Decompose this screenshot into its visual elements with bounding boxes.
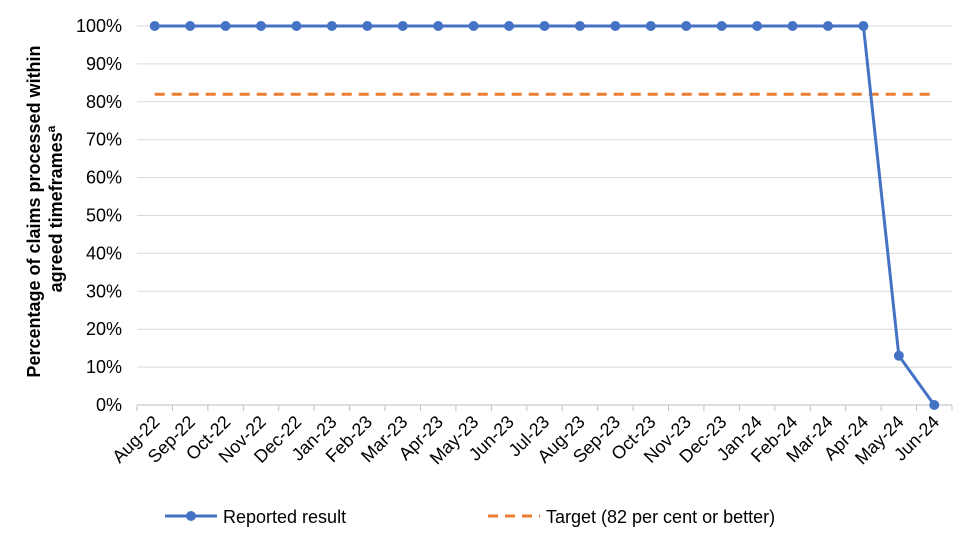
y-axis-ticks: 0% 10% 20% 30% 40% 50% 60% 70% 80% 90% 100%	[76, 16, 122, 415]
data-point-reported	[822, 21, 833, 31]
data-point-reported	[397, 21, 408, 31]
legend-marker-reported	[186, 511, 196, 521]
y-tick-label: 30%	[86, 281, 122, 301]
y-axis-label-line2: agreed timeframes	[46, 132, 66, 292]
data-point-reported	[645, 21, 656, 31]
data-point-reported	[716, 21, 727, 31]
data-point-reported	[681, 21, 692, 31]
data-point-reported	[610, 21, 621, 31]
legend: Reported result Target (82 per cent or b…	[165, 507, 775, 527]
legend-item-target: Target (82 per cent or better)	[488, 507, 775, 527]
data-point-reported	[893, 350, 904, 361]
x-axis	[136, 404, 953, 411]
x-axis-ticks: Aug-22Sep-22Oct-22Nov-22Dec-22Jan-23Feb-…	[108, 412, 943, 469]
data-point-reported	[433, 21, 444, 31]
series-layer	[149, 21, 940, 410]
data-point-reported	[291, 21, 302, 31]
data-point-reported	[574, 21, 585, 31]
data-point-reported	[220, 21, 231, 31]
y-tick-label: 100%	[76, 16, 122, 36]
y-tick-label: 0%	[96, 395, 122, 415]
legend-item-reported: Reported result	[165, 507, 346, 527]
y-tick-label: 80%	[86, 92, 122, 112]
y-tick-label: 70%	[86, 130, 122, 150]
data-point-reported	[326, 21, 337, 31]
y-tick-label: 20%	[86, 319, 122, 339]
y-axis-label-line1: Percentage of claims processed within	[24, 45, 44, 377]
y-tick-label: 60%	[86, 168, 122, 188]
data-point-reported	[858, 21, 869, 31]
gridlines	[137, 25, 952, 368]
y-axis-label-superscript: a	[44, 125, 58, 132]
data-point-reported	[929, 400, 940, 410]
data-point-reported	[362, 21, 373, 31]
data-point-reported	[149, 21, 160, 31]
data-point-reported	[752, 21, 763, 31]
y-tick-label: 10%	[86, 357, 122, 377]
data-point-reported	[539, 21, 550, 31]
data-point-reported	[504, 21, 515, 31]
data-point-reported	[185, 21, 196, 31]
y-tick-label: 90%	[86, 54, 122, 74]
y-tick-label: 40%	[86, 243, 122, 263]
data-point-reported	[787, 21, 798, 31]
data-point-reported	[468, 21, 479, 31]
legend-label-reported: Reported result	[223, 507, 346, 527]
y-axis-label: Percentage of claims processed within ag…	[24, 40, 66, 377]
y-tick-label: 50%	[86, 206, 122, 226]
data-point-reported	[256, 21, 267, 31]
legend-label-target: Target (82 per cent or better)	[546, 507, 775, 527]
